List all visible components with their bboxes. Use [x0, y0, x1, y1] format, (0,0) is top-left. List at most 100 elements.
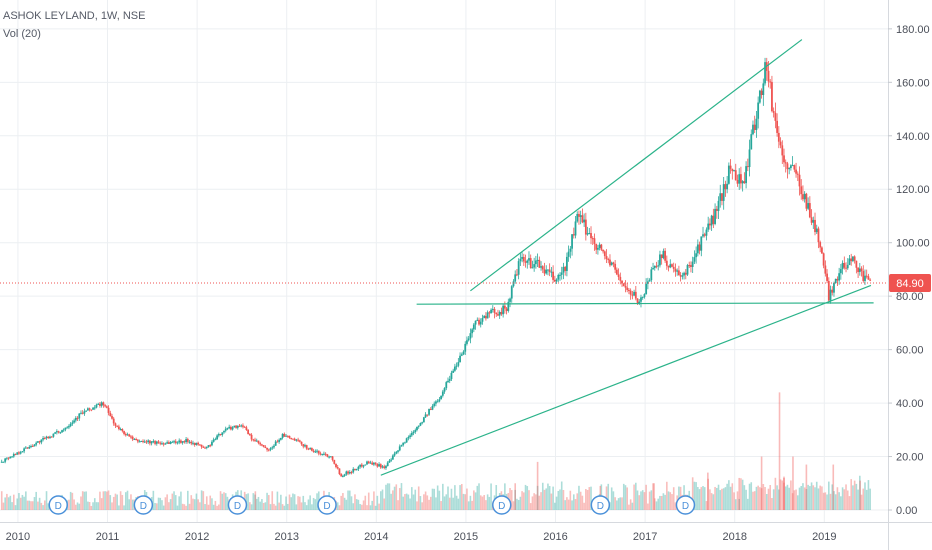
- candle-body: [796, 173, 799, 175]
- volume-bar: [538, 495, 541, 510]
- candle-body: [279, 437, 282, 440]
- candle-body: [559, 274, 561, 276]
- volume-legend[interactable]: Vol (20): [3, 28, 41, 40]
- candle-body: [805, 193, 808, 209]
- volume-bar: [793, 490, 796, 510]
- volume-bar: [121, 494, 124, 510]
- candle-body: [786, 163, 789, 170]
- candle-body: [528, 258, 530, 261]
- candle-body: [214, 439, 217, 441]
- volume-bar: [722, 488, 725, 510]
- candle-body: [829, 289, 832, 301]
- volume-bar: [421, 502, 423, 510]
- candle-body: [869, 279, 872, 281]
- candle-body: [93, 407, 96, 409]
- candle-body: [174, 441, 177, 443]
- candle-body: [612, 262, 615, 264]
- candle-body: [659, 254, 661, 266]
- volume-bar: [433, 488, 436, 510]
- candle-body: [714, 208, 716, 224]
- candle-body: [409, 435, 411, 438]
- volume-bar: [400, 483, 403, 510]
- candle-body: [302, 444, 305, 447]
- volume-bar: [650, 490, 653, 510]
- candle-body: [347, 471, 349, 474]
- candle-body: [348, 472, 351, 474]
- candle-body: [186, 439, 189, 442]
- volume-bar: [824, 492, 827, 510]
- dividend-marker[interactable]: D: [133, 495, 154, 515]
- candle-body: [538, 259, 541, 268]
- volume-bar: [462, 493, 465, 510]
- dividend-marker[interactable]: D: [48, 495, 68, 515]
- dividend-marker[interactable]: D: [675, 495, 696, 515]
- candle-body: [665, 260, 668, 266]
- volume-bar: [555, 496, 558, 510]
- candle-body: [233, 425, 236, 428]
- candle-body: [819, 242, 822, 248]
- volume-bar: [747, 498, 749, 510]
- volume-bar: [572, 494, 575, 510]
- candle-body: [824, 265, 827, 274]
- dividend-marker[interactable]: D: [317, 495, 337, 515]
- dividend-marker[interactable]: D: [492, 495, 512, 515]
- trendline[interactable]: [416, 302, 874, 305]
- candle-body: [672, 266, 675, 269]
- candle-body: [541, 266, 544, 270]
- candle-body: [779, 141, 782, 146]
- volume-bar: [367, 492, 370, 510]
- trendline[interactable]: [470, 39, 803, 292]
- volume-bar: [92, 502, 94, 510]
- volume-bar: [697, 486, 699, 510]
- candle-body: [827, 280, 830, 301]
- volume-bar: [376, 495, 379, 510]
- candle-body: [724, 184, 727, 190]
- candle-body: [269, 448, 272, 450]
- candle-body: [367, 461, 370, 464]
- candle-body: [369, 462, 372, 464]
- volume-bar: [721, 488, 723, 510]
- candle-body: [688, 265, 691, 267]
- volume-bar: [355, 499, 358, 510]
- candle-body: [631, 294, 634, 296]
- volume-bar: [445, 494, 448, 510]
- volume-bar: [810, 482, 813, 510]
- candle-body: [61, 430, 63, 433]
- candle-body: [310, 448, 313, 451]
- volume-bar: [292, 493, 294, 510]
- candle-body: [414, 430, 417, 433]
- candle-body: [738, 174, 741, 184]
- volume-bar: [636, 490, 639, 510]
- volume-bar: [469, 495, 472, 510]
- candle-body: [519, 258, 522, 262]
- dividend-marker[interactable]: D: [590, 495, 611, 515]
- candle-body: [150, 441, 153, 444]
- candle-body: [584, 219, 587, 235]
- volume-bar: [783, 476, 785, 510]
- volume-bar: [197, 499, 199, 510]
- candle-body: [80, 412, 82, 414]
- candle-body: [267, 449, 270, 451]
- time-axis[interactable]: 2010 2011 2012 2013 2014 2015 2016 2017 2018 2019: [6, 531, 837, 543]
- trendline[interactable]: [380, 284, 872, 476]
- price-axis[interactable]: 0.00 20.00 40.00 60.00 80.00 100.00 120.00 140.…: [888, 24, 930, 517]
- trendlines[interactable]: [380, 39, 874, 476]
- candle-body: [638, 301, 641, 304]
- candle-body: [686, 265, 689, 275]
- candle-body: [219, 434, 222, 436]
- volume-bar: [364, 495, 367, 510]
- symbol-legend[interactable]: ASHOK LEYLAND, 1W, NSE: [3, 10, 146, 22]
- volume-bar: [219, 491, 222, 510]
- candle-body: [197, 442, 200, 445]
- volume-bar: [736, 491, 739, 510]
- volume-bar: [116, 494, 118, 510]
- candle-body: [326, 454, 329, 457]
- candle-body: [843, 262, 846, 268]
- volume-bar: [459, 485, 461, 510]
- candle-body: [717, 200, 720, 211]
- candle-body: [510, 286, 513, 299]
- volume-bar: [705, 501, 708, 510]
- candle-body: [750, 134, 753, 150]
- dividend-marker[interactable]: D: [227, 495, 248, 515]
